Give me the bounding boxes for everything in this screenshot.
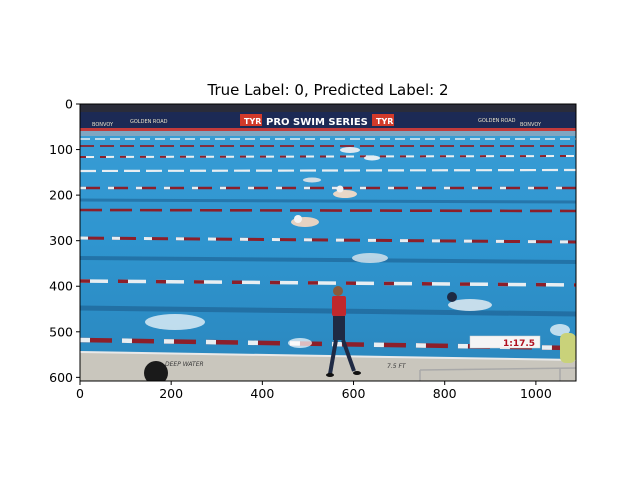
lane-rope xyxy=(80,208,576,213)
banner-sponsor-3: BONVOY xyxy=(92,122,114,128)
banner-sponsor-1: GOLDEN ROAD xyxy=(130,119,168,125)
y-tick-label: 100 xyxy=(49,142,73,157)
y-tick-label: 300 xyxy=(49,233,73,248)
splashes xyxy=(145,314,570,348)
pool-image: GOLDEN ROAD TYR PRO SWIM SERIES TYR GOLD… xyxy=(80,104,576,381)
pool-wall xyxy=(80,131,576,136)
lane-rope xyxy=(80,168,576,173)
x-tick-label: 200 xyxy=(159,386,183,401)
swimmer xyxy=(340,147,360,153)
swimmer xyxy=(333,190,357,198)
lane-floor-lines xyxy=(80,198,576,317)
tyr-logo-left xyxy=(240,114,262,126)
swimmer xyxy=(364,155,380,161)
swimmer-cap xyxy=(447,292,457,302)
x-tick-label: 600 xyxy=(342,386,366,401)
spectator-right xyxy=(560,333,576,363)
spectator-head xyxy=(144,361,168,381)
banner-sponsor-4: BONVOY xyxy=(520,122,542,128)
x-axis: 0 200 400 600 800 1000 xyxy=(76,381,552,401)
x-tick-label: 400 xyxy=(250,386,274,401)
pool-water xyxy=(80,104,576,381)
y-tick-label: 600 xyxy=(49,370,73,385)
race-clock-box xyxy=(469,335,541,349)
stands xyxy=(80,104,576,114)
x-tick-label: 800 xyxy=(433,386,457,401)
figure-title: True Label: 0, Predicted Label: 2 xyxy=(206,81,448,99)
swimmers xyxy=(291,147,492,311)
axes-frame xyxy=(79,103,577,382)
swimmer-cap xyxy=(336,185,344,193)
lane-rope xyxy=(80,236,576,244)
official-person xyxy=(326,286,361,377)
x-tick-label: 1000 xyxy=(520,386,552,401)
banner-sponsor-2: GOLDEN ROAD xyxy=(478,118,516,124)
deck-marking-left: DEEP WATER xyxy=(165,361,204,368)
tyr-text-right: TYR xyxy=(376,117,393,126)
y-axis: 0 100 200 300 400 500 600 xyxy=(49,97,80,385)
y-tick-label: 500 xyxy=(49,324,73,339)
y-tick-label: 400 xyxy=(49,279,73,294)
deck-edge xyxy=(80,351,576,361)
lane-ropes xyxy=(80,138,576,351)
race-clock: 1:17.5 xyxy=(503,339,535,349)
x-tick-label: 0 xyxy=(76,386,84,401)
tyr-logo-right xyxy=(372,114,394,126)
sponsor-banner xyxy=(80,112,576,129)
swimmer xyxy=(303,177,321,183)
lane-rope xyxy=(80,155,576,158)
swimmer-cap xyxy=(294,215,302,223)
deck-marking-right: 7.5 FT xyxy=(387,363,407,370)
deck-railing xyxy=(419,367,576,381)
y-tick-label: 200 xyxy=(49,188,73,203)
swimmer xyxy=(352,253,388,263)
tyr-text-left: TYR xyxy=(244,117,261,126)
pool-deck xyxy=(80,352,576,381)
y-tick-label: 0 xyxy=(65,97,73,112)
banner-title: PRO SWIM SERIES xyxy=(266,117,368,128)
banner-edge xyxy=(80,128,576,132)
lane-rope xyxy=(80,279,576,287)
swimmer xyxy=(448,299,492,311)
